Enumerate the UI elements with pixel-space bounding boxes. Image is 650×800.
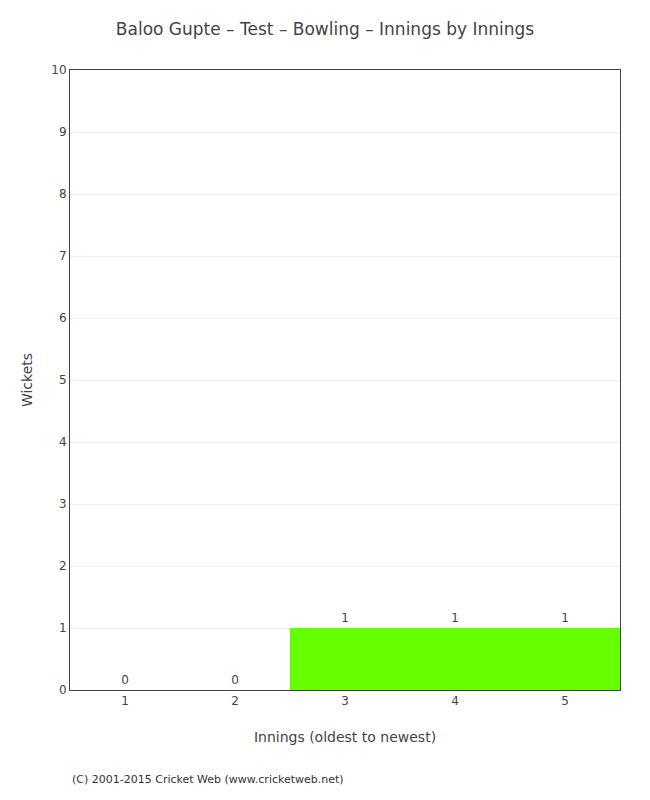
svg-text:0: 0 — [231, 673, 239, 687]
svg-text:5: 5 — [561, 694, 569, 708]
svg-text:1: 1 — [451, 611, 459, 625]
svg-text:4: 4 — [451, 694, 459, 708]
svg-text:8: 8 — [59, 187, 67, 201]
svg-text:Innings (oldest to newest): Innings (oldest to newest) — [254, 729, 436, 745]
svg-text:1: 1 — [59, 621, 67, 635]
svg-text:3: 3 — [59, 497, 67, 511]
svg-text:Baloo Gupte – Test – Bowling –: Baloo Gupte – Test – Bowling – Innings b… — [116, 19, 534, 39]
svg-text:1: 1 — [561, 611, 569, 625]
svg-text:5: 5 — [59, 373, 67, 387]
svg-text:1: 1 — [121, 694, 129, 708]
svg-text:4: 4 — [59, 435, 67, 449]
svg-text:2: 2 — [59, 559, 67, 573]
svg-text:2: 2 — [231, 694, 239, 708]
svg-text:0: 0 — [121, 673, 129, 687]
svg-text:10: 10 — [51, 63, 66, 77]
svg-text:0: 0 — [59, 683, 67, 697]
svg-text:7: 7 — [59, 249, 67, 263]
svg-text:1: 1 — [341, 611, 349, 625]
svg-text:9: 9 — [59, 125, 67, 139]
svg-text:3: 3 — [341, 694, 349, 708]
svg-text:(C) 2001-2015 Cricket Web (www: (C) 2001-2015 Cricket Web (www.cricketwe… — [72, 773, 344, 786]
svg-text:6: 6 — [59, 311, 67, 325]
svg-text:Wickets: Wickets — [19, 353, 35, 407]
